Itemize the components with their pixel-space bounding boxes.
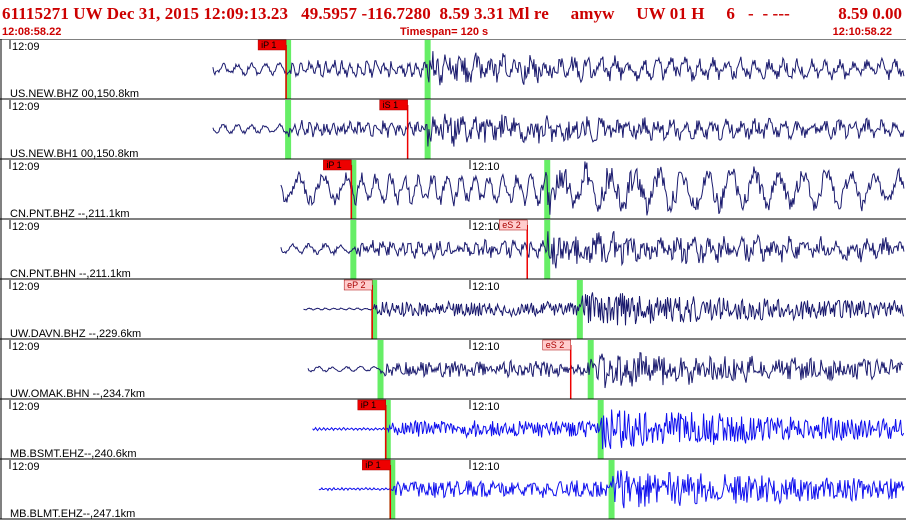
pick-flag-label: iP 1 [326,160,341,170]
pick-flag-label: iP 1 [261,40,276,50]
waveform-trace[interactable] [212,113,905,147]
pick-flag-label: iS 1 [383,100,399,110]
time-tick-label: 12:10 [472,281,500,293]
channel-row[interactable]: 12:09 12:10 eS 2 CN.PNT.BHN --,211.1km [0,218,906,280]
channel-label: MB.BLMT.EHZ--,247.1km [10,508,135,520]
channel-label: US.NEW.BH1 00,150.8km [10,148,138,160]
channel-row[interactable]: 12:09 12:10 iP 1 CN.PNT.BHZ --,211.1km [0,158,906,220]
waveform-trace[interactable] [280,230,905,269]
time-tick-label: 12:10 [472,161,500,173]
channel-row[interactable]: 12:09 iP 1 US.NEW.BHZ 00,150.8km [0,39,906,100]
p-arrival-bar [285,40,292,99]
pick-flag-label: iP 1 [365,460,380,470]
waveform-trace[interactable] [303,292,904,326]
s-arrival-bar [587,340,594,399]
channel-row[interactable]: 12:09 12:10 eP 2 UW.DAVN.BHZ --,229.6km [0,278,906,340]
timespan-label: Timespan= 120 s [400,26,489,38]
time-tick-label: 12:09 [12,221,40,233]
s-arrival-bar [576,280,583,339]
p-arrival-bar [389,460,396,519]
end-time: 12:10:58.22 [832,26,892,38]
time-tick-label: 12:09 [12,401,40,413]
pick-flag[interactable] [323,159,352,171]
time-tick-label: 12:09 [12,341,40,353]
event-header: 61115271 UW Dec 31, 2015 12:09:13.23 49.… [0,0,906,26]
pick-flag-label: eS 2 [546,340,565,350]
time-tick-label: 12:09 [12,281,40,293]
pick-flag-label: eP 2 [347,280,365,290]
time-tick-label: 12:10 [472,341,500,353]
waveform-trace[interactable] [280,161,905,216]
pick-flag[interactable] [498,219,528,231]
channel-row[interactable]: 12:09 12:10 iP 1 MB.BSMT.EHZ--,240.6km [0,398,906,460]
waveform-trace[interactable] [312,409,905,450]
time-tick-label: 12:09 [12,161,40,173]
channel-label: US.NEW.BHZ 00,150.8km [10,88,139,100]
s-arrival-bar [608,460,615,519]
time-tick-label: 12:09 [12,461,40,473]
pick-flag[interactable] [542,339,571,351]
time-tick-label: 12:10 [472,221,500,233]
channel-label: CN.PNT.BHN --,211.1km [10,268,131,280]
start-time: 12:08:58.22 [2,26,62,38]
s-arrival-bar [597,400,604,459]
time-tick-label: 12:09 [12,41,40,53]
channel-row[interactable]: 12:09 12:10 eS 2 UW.OMAK.BHN --,234.7km [0,338,906,400]
time-tick-label: 12:09 [12,101,40,113]
event-magnitude-summary: 8.59 0.00 [838,4,902,23]
pick-flag[interactable] [379,99,408,111]
time-tick-label: 12:10 [472,401,500,413]
channel-row[interactable]: 12:09 12:10 iP 1 MB.BLMT.EHZ--,247.1km [0,458,906,520]
waveform-trace[interactable] [307,352,904,389]
waveform-trace[interactable] [212,51,905,86]
pick-flag-label: iP 1 [361,400,376,410]
waveform-trace[interactable] [318,470,905,509]
pick-flag[interactable] [343,279,373,291]
pick-flag-label: eS 2 [502,220,521,230]
pick-flag[interactable] [362,459,391,471]
p-arrival-bar [350,220,357,279]
p-arrival-bar [285,100,292,159]
channel-row[interactable]: 12:09 iS 1 US.NEW.BH1 00,150.8km [0,98,906,160]
p-arrival-bar [350,160,357,219]
s-arrival-bar [424,100,431,159]
event-title: 61115271 UW Dec 31, 2015 12:09:13.23 49.… [2,4,790,23]
p-arrival-bar [371,280,378,339]
p-arrival-bar [377,340,384,399]
channel-label: UW.OMAK.BHN --,234.7km [10,388,145,400]
channel-label: MB.BSMT.EHZ--,240.6km [10,448,137,460]
time-tick-label: 12:10 [472,461,500,473]
channel-label: CN.PNT.BHZ --,211.1km [10,208,130,220]
pick-flag[interactable] [257,39,287,51]
channel-label: UW.DAVN.BHZ --,229.6km [10,328,141,340]
pick-flag[interactable] [357,399,387,411]
